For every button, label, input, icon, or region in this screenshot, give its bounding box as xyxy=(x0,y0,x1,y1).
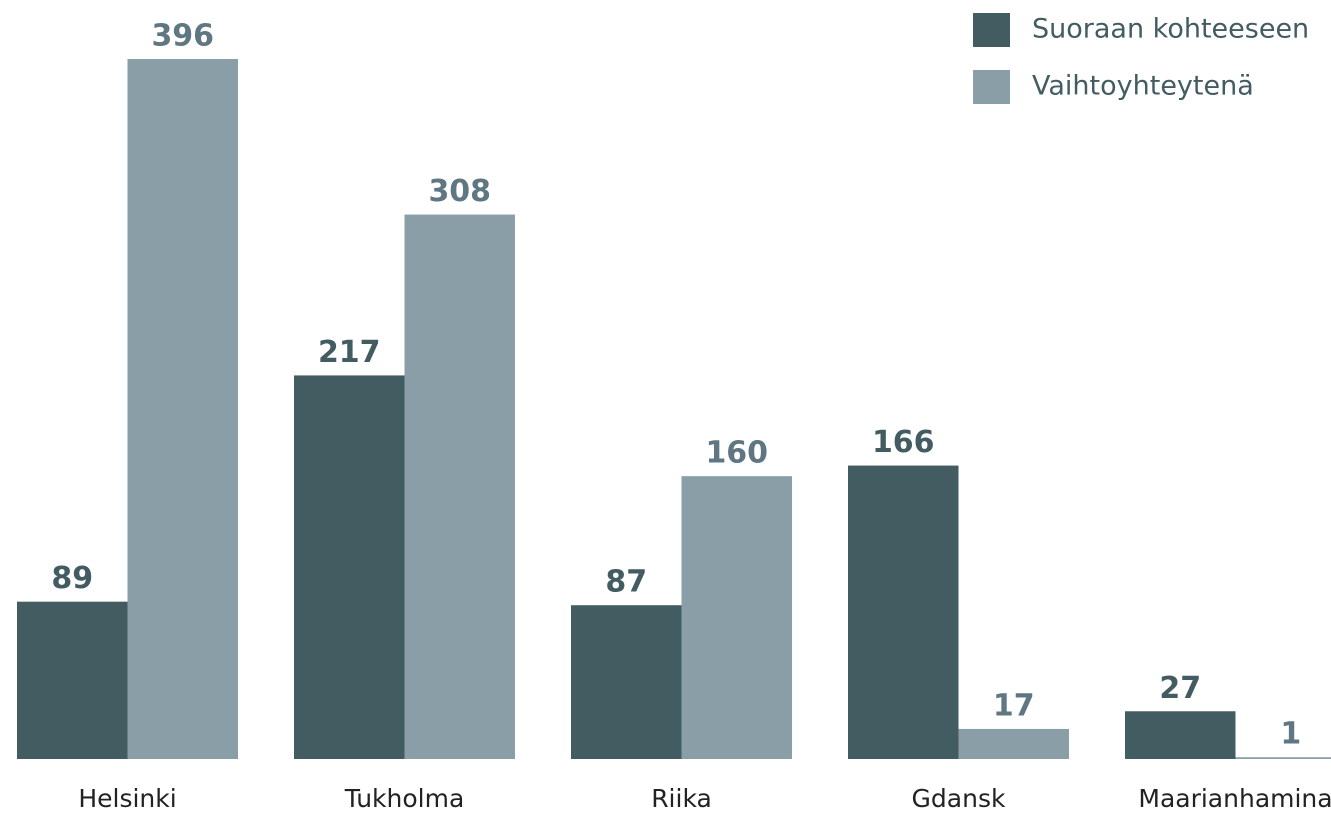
value-label: 160 xyxy=(705,436,768,471)
value-label: 396 xyxy=(151,19,214,54)
bar xyxy=(404,214,515,760)
bar xyxy=(17,601,128,759)
legend-label: Suoraan kohteeseen xyxy=(1032,14,1309,45)
legend-label: Vaihtoyhteytenä xyxy=(1032,71,1254,102)
value-label: 217 xyxy=(318,335,381,370)
value-label: 17 xyxy=(993,688,1035,723)
bar xyxy=(1235,757,1331,759)
value-label: 87 xyxy=(605,565,647,600)
bar xyxy=(958,728,1069,759)
value-label: 27 xyxy=(1159,671,1201,706)
value-label: 308 xyxy=(428,174,491,209)
x-tick-label: Helsinki xyxy=(78,784,176,813)
value-label: 166 xyxy=(872,425,935,460)
bar xyxy=(1125,711,1236,759)
legend-swatch xyxy=(973,70,1010,104)
bar xyxy=(848,465,959,759)
bar xyxy=(294,375,405,759)
legend-swatch xyxy=(973,13,1010,47)
x-tick-label: Gdansk xyxy=(912,784,1006,813)
x-tick-label: Tukholma xyxy=(344,784,465,813)
value-label: 89 xyxy=(51,561,93,596)
bar xyxy=(681,476,792,759)
bar xyxy=(571,605,682,759)
x-tick-label: Riika xyxy=(651,784,712,813)
bar xyxy=(127,59,238,759)
value-label: 1 xyxy=(1280,717,1301,752)
x-tick-label: Maarianhamina xyxy=(1138,784,1331,813)
